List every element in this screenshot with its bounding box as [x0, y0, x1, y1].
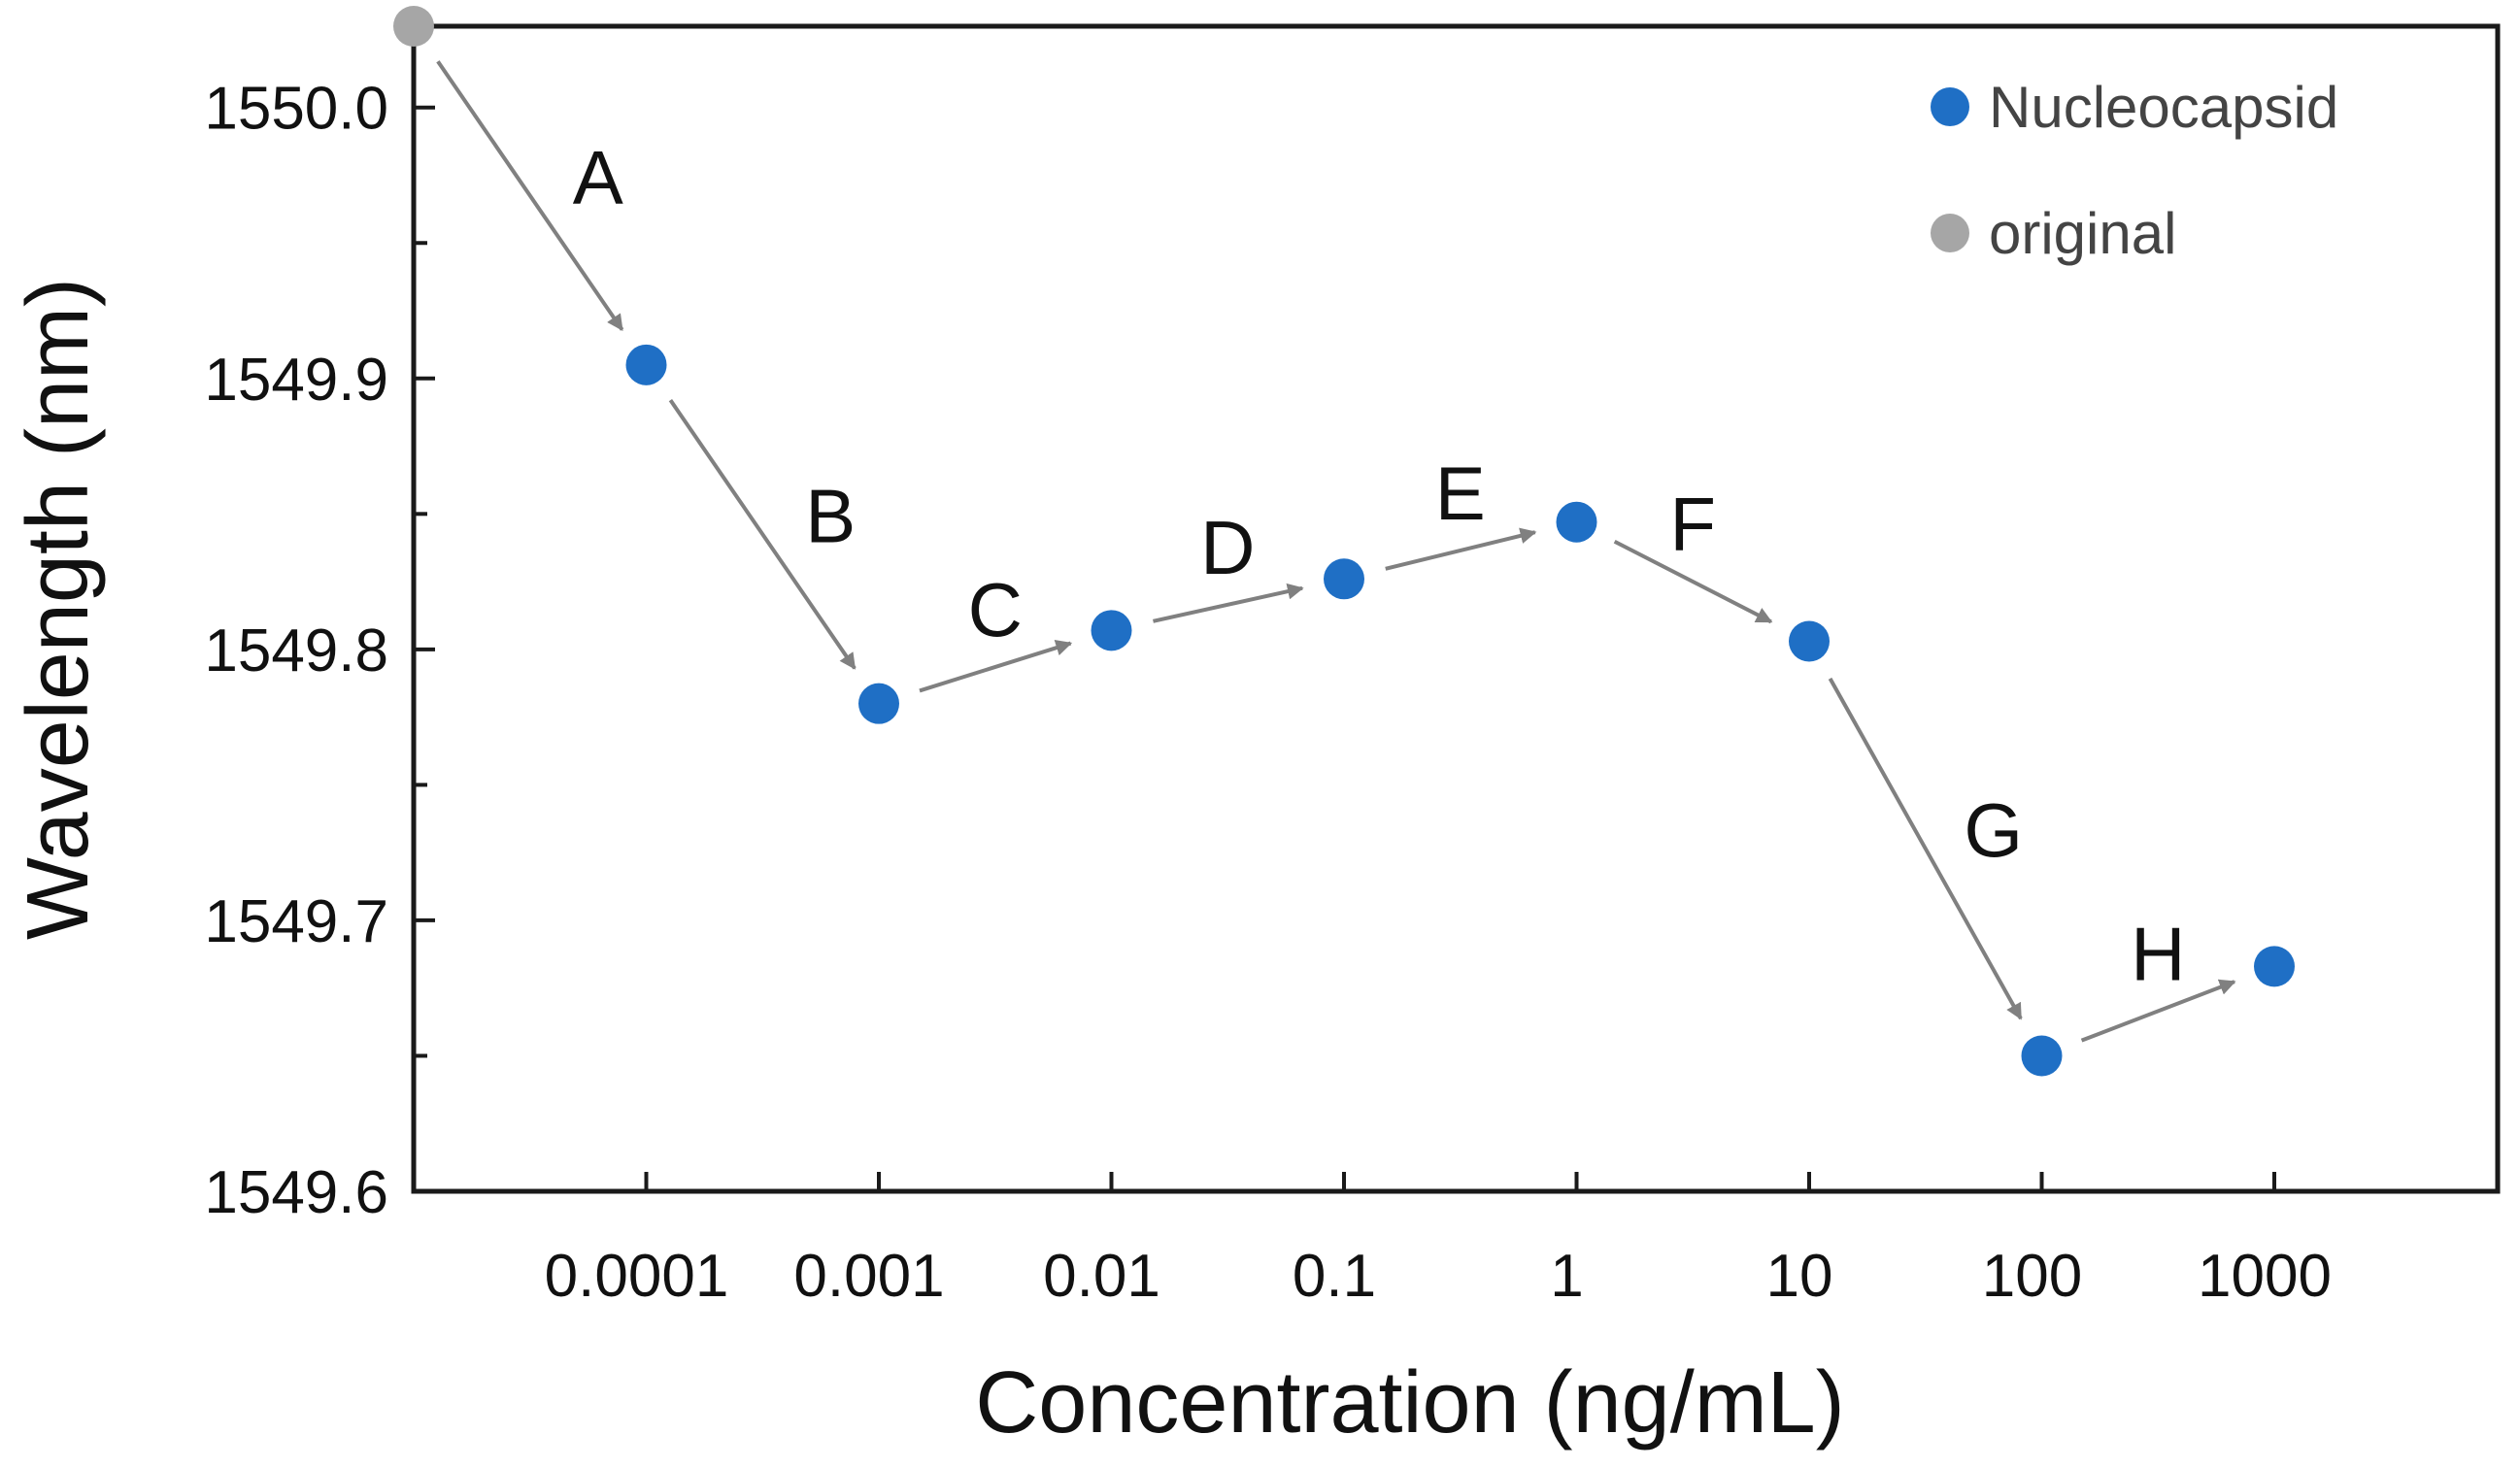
step-arrow — [2080, 979, 2236, 1043]
step-arrows: A B C D E F G H — [436, 60, 2236, 1043]
y-tick-label: 1549.8 — [204, 617, 388, 684]
x-axis-title: Concentration (ng/mL) — [975, 1354, 1844, 1451]
step-arrow — [1828, 677, 2023, 1020]
legend: Nucleocapsid original — [1931, 75, 2338, 266]
original-point — [393, 6, 434, 47]
step-label-h: H — [2131, 911, 2185, 996]
step-label-f: F — [1669, 482, 1716, 567]
nucleocapsid-point — [1556, 501, 1597, 543]
x-axis: 0.0001 0.001 0.01 0.1 1 10 100 1000 — [545, 1172, 2332, 1310]
x-tick-label: 0.01 — [1043, 1243, 1160, 1310]
data-points — [393, 6, 2295, 1077]
step-arrow — [668, 398, 857, 670]
x-tick-label: 1000 — [2198, 1243, 2332, 1310]
y-tick-label: 1549.6 — [204, 1159, 388, 1226]
nucleocapsid-point — [858, 683, 899, 724]
y-tick-label: 1550.0 — [204, 76, 388, 143]
step-label-e: E — [1435, 450, 1486, 536]
step-label-c: C — [968, 567, 1023, 652]
legend-marker — [1931, 214, 1969, 252]
step-label-b: B — [805, 473, 856, 558]
x-tick-label: 0.0001 — [545, 1243, 729, 1310]
legend-label: original — [1989, 201, 2176, 266]
x-tick-label: 0.001 — [793, 1243, 944, 1310]
nucleocapsid-point — [2254, 946, 2295, 987]
legend-marker — [1931, 87, 1969, 126]
nucleocapsid-point — [625, 344, 667, 385]
x-tick-label: 1 — [1550, 1243, 1583, 1310]
step-label-g: G — [1964, 787, 2023, 873]
step-arrow — [1385, 527, 1537, 571]
y-axis-title: Wavelength (nm) — [10, 278, 107, 940]
y-tick-label: 1549.9 — [204, 347, 388, 414]
y-tick-label: 1549.7 — [204, 888, 388, 955]
nucleocapsid-point — [2021, 1035, 2063, 1077]
plot-frame — [411, 23, 2501, 1194]
nucleocapsid-point — [1324, 558, 1364, 600]
y-axis: 1549.6 1549.7 1549.8 1549.9 1550.0 — [204, 76, 435, 1226]
step-arrow — [919, 640, 1073, 693]
legend-label: Nucleocapsid — [1989, 75, 2338, 140]
step-arrow — [436, 60, 624, 331]
step-arrow — [1613, 539, 1773, 624]
nucleocapsid-point — [1789, 620, 1830, 662]
step-arrow — [1153, 583, 1304, 623]
step-label-a: A — [573, 134, 623, 219]
x-tick-label: 0.1 — [1293, 1243, 1376, 1310]
x-tick-label: 100 — [1982, 1243, 2082, 1310]
x-tick-label: 10 — [1766, 1243, 1833, 1310]
step-label-d: D — [1200, 505, 1255, 590]
nucleocapsid-point — [1091, 610, 1132, 651]
